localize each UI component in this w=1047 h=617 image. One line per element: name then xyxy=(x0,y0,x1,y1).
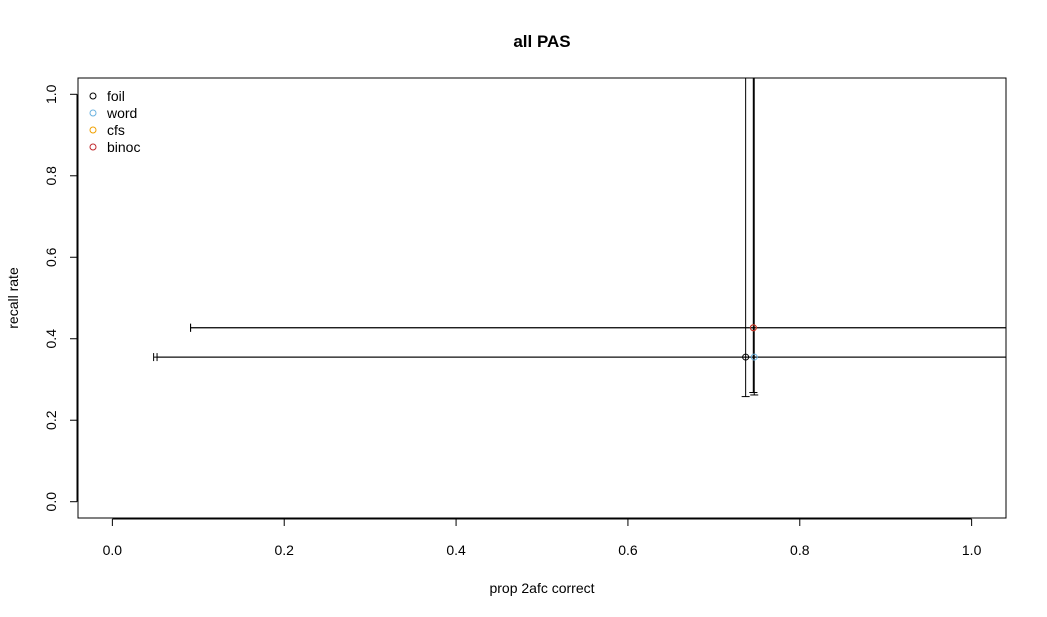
x-tick-label: 0.4 xyxy=(446,542,466,558)
x-tick-label: 0.0 xyxy=(103,542,123,558)
x-tick-label: 0.2 xyxy=(274,542,294,558)
point-word xyxy=(750,353,758,361)
legend-label-word: word xyxy=(106,105,137,121)
x-tick-label: 0.6 xyxy=(618,542,638,558)
y-tick-label: 0.8 xyxy=(43,166,59,186)
y-tick-label: 0.0 xyxy=(43,492,59,512)
plot-frame xyxy=(77,77,1007,519)
legend-marker-foil xyxy=(89,92,97,100)
error-bars xyxy=(153,78,1006,398)
y-axis: 0.0 0.2 0.4 0.6 0.8 1.0 xyxy=(43,84,78,512)
legend-label-cfs: cfs xyxy=(107,122,125,138)
legend-label-binoc: binoc xyxy=(107,139,140,155)
legend-marker-cfs xyxy=(89,126,97,134)
data-points xyxy=(742,324,758,361)
y-tick-label: 0.4 xyxy=(43,329,59,349)
chart-title: all PAS xyxy=(513,32,570,51)
x-axis: 0.0 0.2 0.4 0.6 0.8 1.0 xyxy=(103,518,982,558)
point-binoc xyxy=(749,324,757,332)
legend-marker-word xyxy=(89,109,97,117)
x-tick-label: 1.0 xyxy=(962,542,982,558)
y-tick-label: 0.2 xyxy=(43,410,59,430)
y-tick-label: 1.0 xyxy=(43,84,59,104)
point-foil xyxy=(742,353,750,361)
legend-label-foil: foil xyxy=(107,88,125,104)
x-axis-title: prop 2afc correct xyxy=(489,580,594,596)
x-tick-label: 0.8 xyxy=(790,542,810,558)
y-axis-title: recall rate xyxy=(5,267,21,329)
legend-marker-binoc xyxy=(89,143,97,151)
y-tick-label: 0.6 xyxy=(43,247,59,267)
